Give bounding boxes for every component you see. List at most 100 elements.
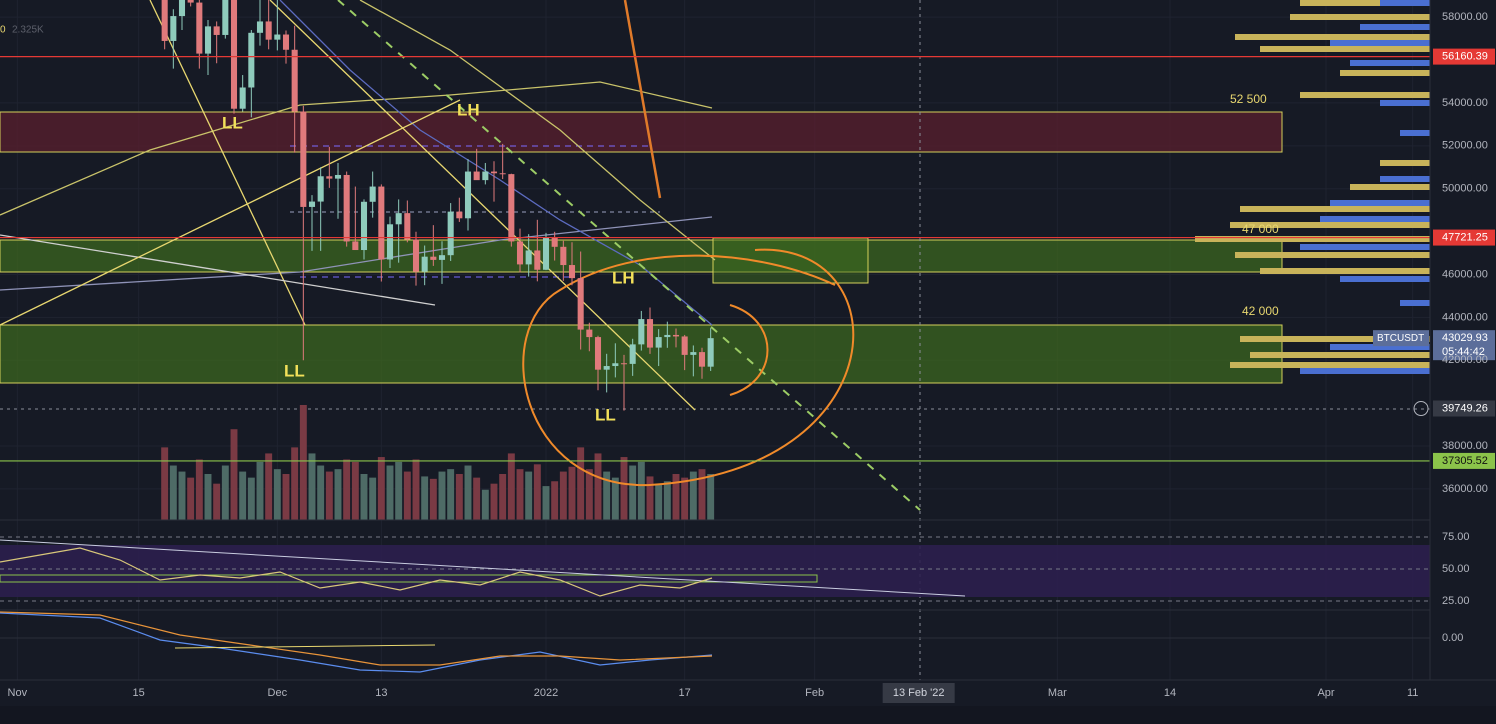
rsi-tick-label: 50.00 [1442, 563, 1470, 575]
price-tag-label: 47721.25 [1442, 231, 1488, 243]
candle-body [551, 237, 558, 247]
volume-bar [187, 477, 195, 520]
trend-line [269, 0, 696, 411]
candle-body [698, 352, 706, 367]
trend-line [0, 99, 461, 326]
candle-body [629, 344, 636, 364]
candle-body [473, 171, 480, 181]
candle-body [256, 21, 264, 33]
volume-bar [282, 474, 290, 520]
volume-bar [256, 461, 264, 520]
candle-body [690, 352, 697, 355]
volume-bar [594, 453, 602, 520]
volume-bar [291, 447, 299, 520]
price-tag [1433, 452, 1495, 469]
candle-body [204, 26, 212, 54]
volume-bar [533, 464, 541, 520]
volume-bar [169, 465, 177, 520]
volume-bar [516, 469, 524, 520]
candle-body [282, 34, 290, 50]
symbol-tag [1373, 330, 1429, 347]
volume-bar [377, 457, 385, 520]
candle-body [534, 250, 541, 270]
candle-body [213, 26, 220, 35]
volume-bar [403, 471, 411, 520]
candle-body [222, 0, 229, 35]
candle-body [352, 241, 359, 251]
bottom-bar [0, 706, 1496, 724]
candle-body [317, 176, 324, 202]
candle-body [672, 334, 680, 337]
candle-body [404, 213, 411, 240]
candle-body [386, 224, 394, 260]
levels: 56160.39 47721.25 37305.52 BTCUSDT 43029.93 0… [0, 48, 1495, 469]
volume-bar [577, 447, 585, 520]
candle-body [542, 237, 550, 270]
trend-line [0, 234, 436, 306]
resistance-zone [0, 111, 1283, 153]
volume-bar [464, 465, 472, 520]
volume-bar [707, 474, 715, 520]
candle-body [161, 0, 168, 41]
candle-body [378, 186, 385, 260]
volume-bar [395, 461, 403, 520]
crosshair-tag [1433, 400, 1495, 417]
trend-line [149, 0, 306, 326]
volume-bar [525, 471, 533, 520]
volume-bar [603, 471, 611, 520]
volume-bar [447, 469, 455, 520]
y-tick-label: 42000.00 [1442, 354, 1488, 366]
volume-bar [551, 481, 559, 520]
y-tick-label: 38000.00 [1442, 440, 1488, 452]
last-price-tag [1433, 330, 1495, 361]
trend-line [337, 0, 921, 511]
candle-body [308, 201, 316, 207]
volume-bar [455, 474, 463, 520]
candle-body [568, 265, 576, 279]
rsi-line [0, 547, 713, 597]
macd-tick-label: 0.00 [1442, 632, 1463, 644]
countdown: 05:44:42 [1442, 346, 1485, 358]
annotation: 52 500 [1230, 92, 1267, 106]
candle-body [594, 337, 602, 370]
volume-bar [620, 457, 628, 520]
volume-bar [360, 474, 368, 520]
x-tick-label: 11 [1407, 687, 1418, 699]
volume-bar [178, 471, 186, 520]
crosshair-date-tag [882, 683, 955, 703]
x-tick-label: 15 [133, 687, 145, 699]
volume-bar [655, 483, 663, 520]
volume-value: 2.325K [12, 25, 44, 36]
volume-profile [1300, 0, 1430, 374]
annotation: LL [222, 113, 243, 132]
candle-body [456, 211, 463, 219]
rsi-tick-label: 25.00 [1442, 595, 1470, 607]
volume-bar [611, 477, 619, 520]
volume-bar [299, 405, 307, 520]
candle-body [646, 319, 654, 348]
volume-bar [499, 474, 507, 520]
volume-bar [308, 453, 316, 520]
support-zone [0, 239, 1283, 273]
candle-body [447, 211, 454, 256]
volume-bar [637, 461, 645, 520]
volume-bar [672, 474, 680, 520]
x-tick-label: 14 [1164, 687, 1176, 699]
volume-bar [689, 471, 697, 520]
volume-bar [412, 459, 420, 520]
candle-body [577, 278, 584, 330]
moving-average [0, 81, 713, 216]
candle-body [490, 171, 498, 174]
volume-bar [247, 477, 255, 520]
price-tag [1433, 48, 1495, 65]
annotation: LH [612, 268, 635, 287]
volume-bar [230, 429, 238, 520]
rsi-ticks [0, 536, 1430, 602]
x-tick-label: Apr [1317, 687, 1334, 699]
candle-body [343, 174, 350, 242]
price-tag-label: 56160.39 [1442, 51, 1488, 63]
rsi-box [0, 574, 818, 583]
macd-signal [0, 611, 713, 666]
candle-body [664, 334, 671, 338]
x-tick-label: 13 [375, 687, 387, 699]
